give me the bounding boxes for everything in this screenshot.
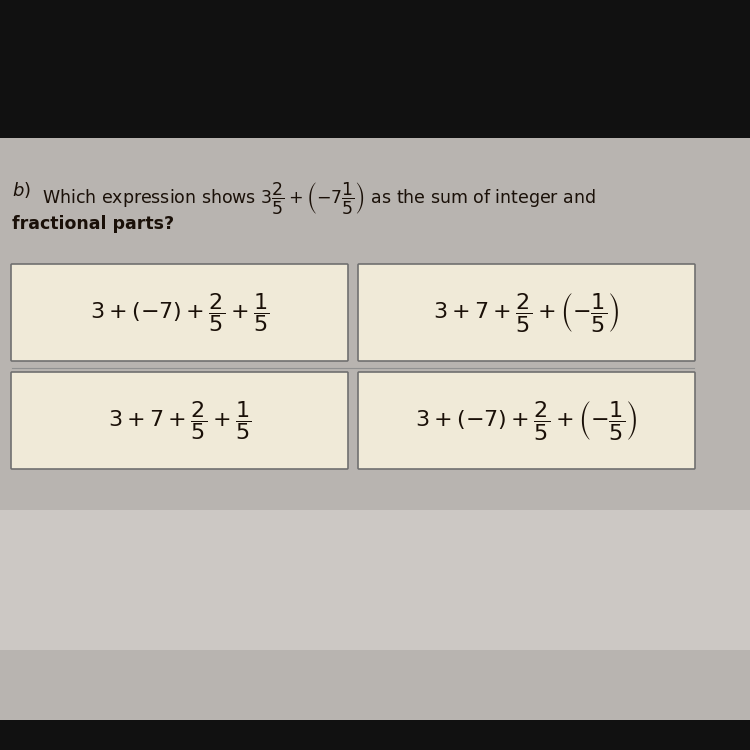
Bar [0,510,750,650]
Text: $b)$: $b)$ [12,180,31,200]
FancyBboxPatch shape [11,372,348,469]
Text: $3+(-7)+\dfrac{2}{5}+\left(-\dfrac{1}{5}\right)$: $3+(-7)+\dfrac{2}{5}+\left(-\dfrac{1}{5}… [415,399,638,442]
Text: $3+7+\dfrac{2}{5}+\dfrac{1}{5}$: $3+7+\dfrac{2}{5}+\dfrac{1}{5}$ [108,399,251,442]
Bar [0,0,750,138]
FancyBboxPatch shape [358,372,695,469]
Text: fractional parts?: fractional parts? [12,215,174,233]
Text: $3+7+\dfrac{2}{5}+\left(-\dfrac{1}{5}\right)$: $3+7+\dfrac{2}{5}+\left(-\dfrac{1}{5}\ri… [433,291,620,334]
FancyBboxPatch shape [11,264,348,361]
Bar [0,720,750,750]
FancyBboxPatch shape [358,264,695,361]
Text: Which expression shows $3\dfrac{2}{5}+\left(-7\dfrac{1}{5}\right)$ as the sum of: Which expression shows $3\dfrac{2}{5}+\l… [42,180,596,216]
Text: $3+(-7)+\dfrac{2}{5}+\dfrac{1}{5}$: $3+(-7)+\dfrac{2}{5}+\dfrac{1}{5}$ [90,291,269,334]
